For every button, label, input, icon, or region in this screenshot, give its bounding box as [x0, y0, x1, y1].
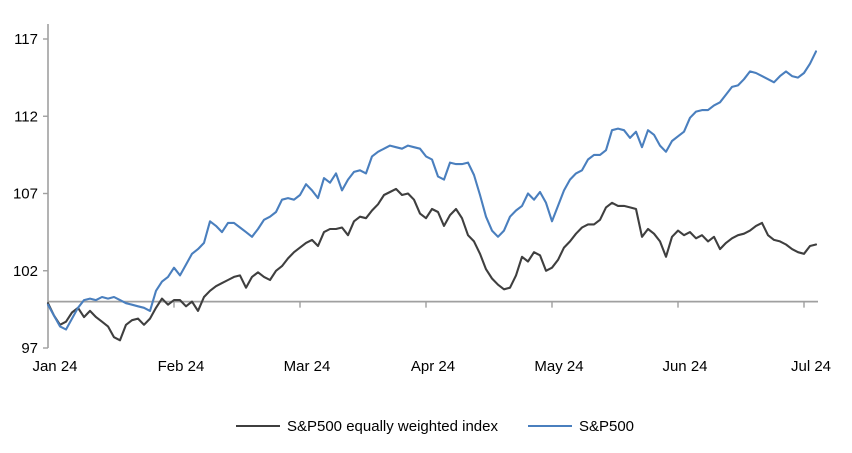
series-line-equal-weight — [46, 187, 818, 342]
x-tick-label: Jan 24 — [32, 358, 77, 375]
x-tick-label: Jun 24 — [662, 358, 707, 375]
x-tick-label: Apr 24 — [411, 358, 455, 375]
series-line-sp500 — [46, 50, 818, 331]
x-tick-label: Feb 24 — [158, 358, 205, 375]
y-tick-label: 97 — [21, 340, 38, 357]
y-tick-label: 107 — [13, 186, 38, 203]
legend-label-equal-weight: S&P500 equally weighted index — [286, 417, 498, 435]
chart-legend: S&P500 equally weighted index S&P500 — [0, 414, 852, 438]
legend-item-sp500: S&P500 — [527, 417, 635, 435]
y-tick-label: 117 — [14, 31, 38, 48]
y-tick-label: 102 — [13, 263, 38, 280]
x-tick-label: May 24 — [534, 358, 583, 375]
legend-item-equal-weight: S&P500 equally weighted index — [235, 417, 498, 435]
y-tick-label: 112 — [14, 108, 38, 125]
x-tick-label: Jul 24 — [791, 358, 831, 375]
legend-label-sp500: S&P500 — [578, 417, 635, 435]
legend-line-swatch-equal-weight — [235, 425, 280, 427]
x-tick-label: Mar 24 — [284, 358, 331, 375]
legend-line-swatch-sp500 — [527, 425, 572, 427]
